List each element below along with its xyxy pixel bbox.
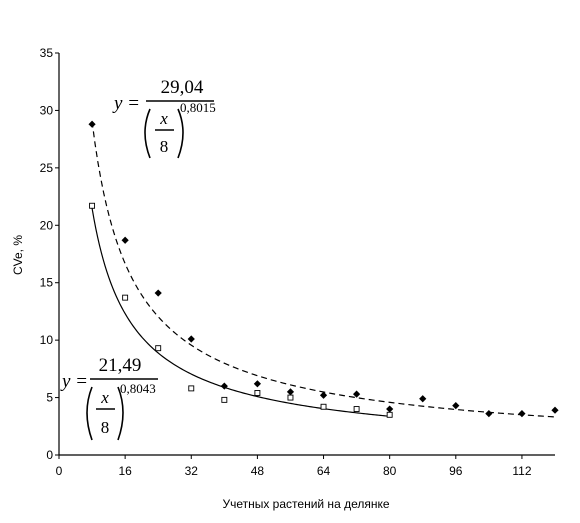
fit-curve-dashed [91,121,556,418]
diamond-point [485,410,493,418]
square-point [353,406,360,413]
square-point [254,390,261,396]
diamond-point [551,406,559,414]
equation-upper-right-paren [177,108,184,159]
diamond-point [154,289,162,297]
x-tick-label: 32 [185,464,199,478]
diamond-point [220,382,228,390]
y-tick-label: 15 [40,276,54,290]
equation-upper: y = 29,04 x 8 0,8015 [112,77,216,159]
equation-upper-numerator: 29,04 [161,77,204,98]
equation-upper-eight: 8 [160,137,169,156]
square-point [155,345,162,352]
y-tick-label: 0 [46,448,53,462]
diamond-point [121,236,129,244]
equation-lower-exponent: 0,8043 [120,381,156,396]
equation-lower: y = 21,49 x 8 0,8043 [60,355,158,441]
fit-curves [91,121,556,418]
y-axis-label: CVe, % [11,235,25,275]
equation-lower-x: x [100,388,109,407]
y-ticks: 0 5 10 15 20 25 30 35 [40,46,59,462]
x-tick-label: 80 [383,464,397,478]
y-tick-label: 5 [46,391,53,405]
x-tick-label: 16 [118,464,132,478]
equation-lower-eight: 8 [101,418,110,437]
fit-curve-solid [91,208,390,417]
x-tick-label: 48 [251,464,265,478]
data-points [88,120,559,418]
diamond-point [88,120,96,128]
diamond-point [319,391,328,399]
square-point [287,394,294,401]
diamond-point [187,335,195,343]
equation-lower-right-paren [117,386,124,441]
axes [58,53,555,456]
equation-upper-lhs: y = [112,93,140,114]
diamond-point [452,402,460,410]
x-tick-label: 0 [56,464,63,478]
y-tick-label: 35 [40,46,54,60]
diamond-point [419,395,427,403]
diamond-point [253,380,261,388]
equation-lower-left-paren [86,386,93,441]
x-tick-label: 96 [449,464,463,478]
equation-upper-x: x [159,109,168,128]
square-point [122,294,129,301]
y-tick-label: 20 [40,218,54,232]
diamond-point [518,410,526,418]
square-point [89,202,96,209]
y-tick-label: 30 [40,103,54,117]
square-point [320,403,327,410]
equation-lower-lhs: y = [60,371,88,392]
y-tick-label: 25 [40,161,54,175]
x-axis-label: Учетных растений на делянке [222,497,389,511]
diamond-point [386,405,394,413]
square-point [386,411,393,418]
square-point [221,396,228,403]
x-tick-label: 112 [512,464,531,478]
diamond-point [353,390,361,398]
y-tick-label: 10 [40,333,54,347]
square-point [188,385,195,392]
equation-upper-exponent: 0,8015 [180,100,216,115]
equation-upper-left-paren [144,108,151,159]
x-tick-label: 64 [317,464,331,478]
diamond-point [286,388,295,396]
x-ticks: 0 16 32 48 64 80 96 112 [56,455,532,478]
equation-lower-numerator: 21,49 [99,355,142,376]
